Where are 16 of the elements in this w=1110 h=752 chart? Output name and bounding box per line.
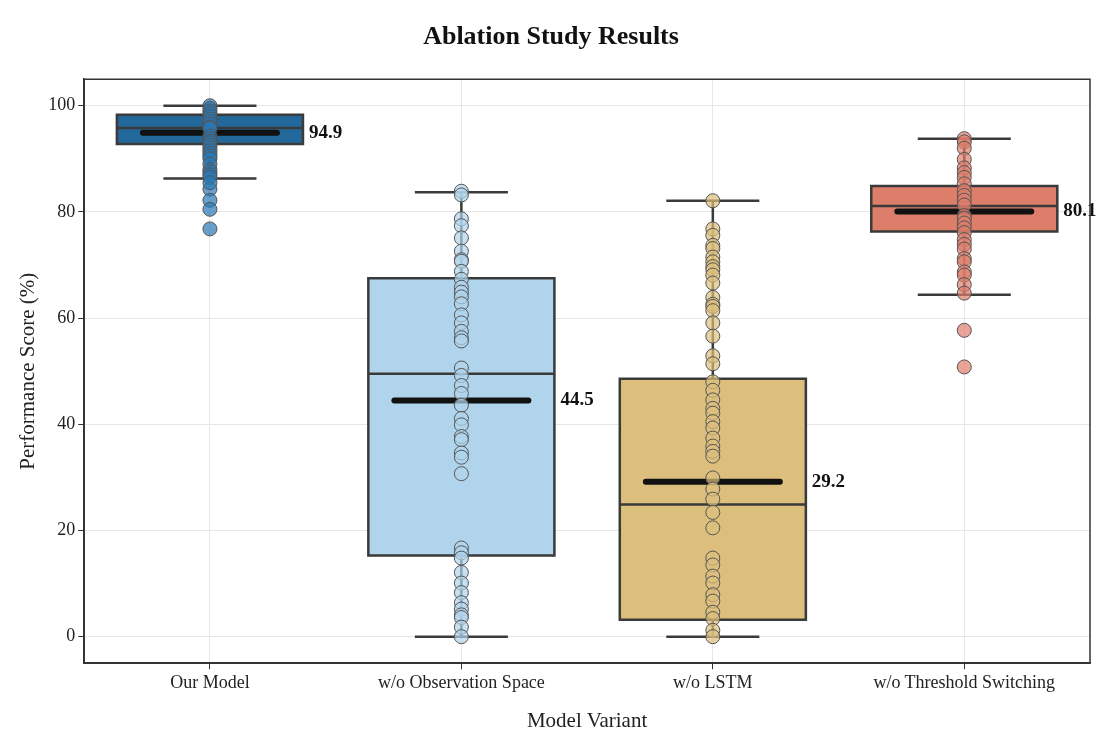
y-tick-label: 60 [57, 306, 76, 327]
x-tick-label: w/o LSTM [673, 671, 753, 692]
annotation: 44.5 [560, 388, 594, 410]
annotation: 94.9 [308, 120, 343, 142]
y-axis-title: Performance Score (%) [15, 272, 40, 470]
annotation: 29.2 [811, 469, 846, 491]
y-tick-label: 0 [66, 625, 76, 646]
y-tick-label: 40 [57, 413, 76, 434]
x-tick-label: w/o Observation Space [377, 671, 545, 692]
x-tick-label: Our Model [170, 671, 250, 692]
y-tick-label: 80 [57, 200, 76, 221]
y-tick-label: 100 [48, 94, 76, 115]
y-tick-label: 20 [57, 519, 76, 540]
chart-title: Ablation Study Results [423, 21, 679, 51]
x-tick-label: w/o Threshold Switching [873, 671, 1056, 692]
x-axis-title: Model Variant [526, 707, 648, 732]
